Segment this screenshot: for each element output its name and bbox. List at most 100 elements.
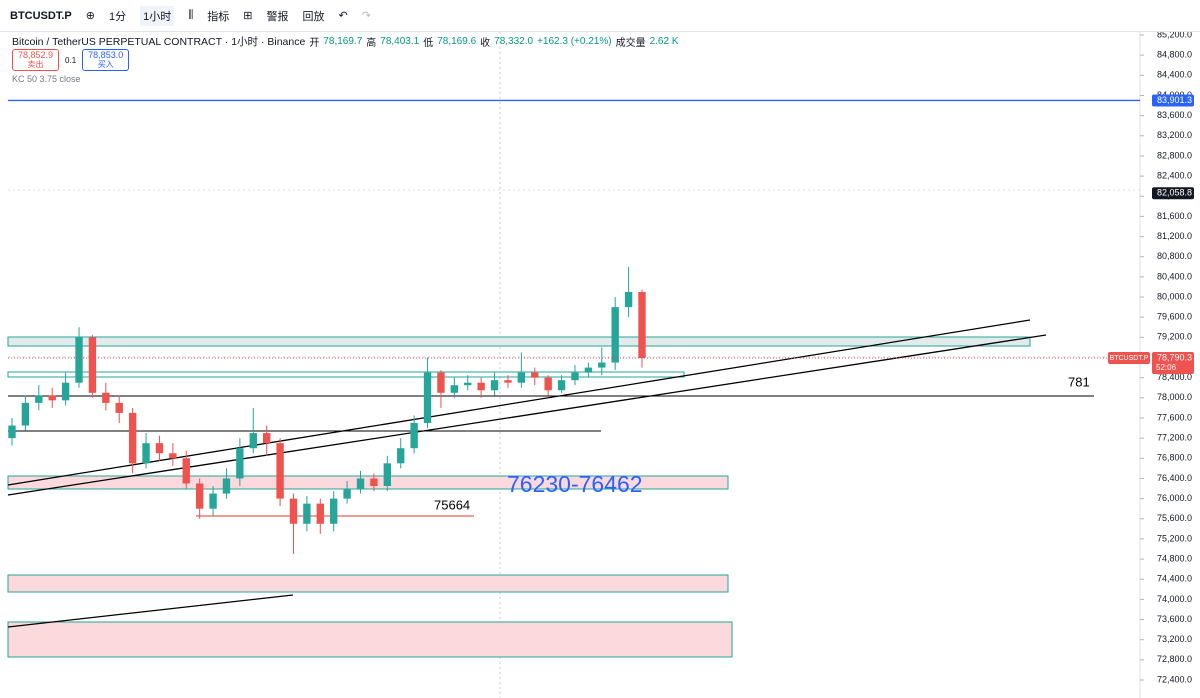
y-tick-label: 72,800.0 <box>1157 654 1192 664</box>
redo[interactable]: ↷ <box>361 10 371 22</box>
symbol-label: BTCUSDT.P <box>1110 355 1149 362</box>
candle-body <box>397 448 405 464</box>
y-tick-label: 82,400.0 <box>1157 170 1192 180</box>
price: 78,852.9 <box>18 50 54 60</box>
chart-type[interactable]: ⫼ <box>188 9 194 21</box>
candle-body <box>102 392 110 403</box>
y-tick-label: 75,600.0 <box>1157 513 1192 523</box>
y-tick-label: 76,800.0 <box>1157 453 1192 463</box>
candle-body <box>8 425 16 439</box>
price-label: 83,901.3 <box>1157 95 1192 105</box>
candle-body <box>557 380 566 391</box>
candle-body <box>517 372 526 383</box>
candle-body <box>571 372 579 381</box>
candle-body <box>531 372 539 378</box>
y-tick-label: 84,800.0 <box>1157 50 1192 60</box>
price-label-bg <box>1152 187 1194 200</box>
price: 78,853.0 <box>88 50 124 60</box>
sell-button[interactable]: 78,852.9 卖出 <box>12 49 60 71</box>
y-tick-label: 72,400.0 <box>1157 674 1192 684</box>
label: 开 <box>309 37 320 49</box>
candle-body <box>182 458 190 484</box>
candle-body <box>584 367 593 373</box>
zone <box>7 574 729 593</box>
y-tick-label: 76,400.0 <box>1157 473 1192 483</box>
zone <box>7 336 1031 347</box>
y-tick-label: 74,800.0 <box>1157 553 1192 563</box>
y-tick-label: 73,200.0 <box>1157 634 1192 644</box>
y-tick-label: 81,600.0 <box>1157 211 1192 221</box>
candle-body <box>504 380 512 383</box>
candle-body <box>437 372 445 393</box>
y-tick-label: 80,000.0 <box>1157 291 1192 301</box>
y-tick-label: 73,600.0 <box>1157 614 1192 624</box>
candle-body <box>450 385 459 393</box>
candle-body <box>370 478 378 487</box>
y-tick-label: 75,200.0 <box>1157 533 1192 543</box>
candle-body <box>48 395 56 401</box>
candle-body <box>356 478 365 489</box>
y-tick-label: 85,200.0 <box>1157 29 1192 39</box>
candle-body <box>21 402 30 426</box>
y-tick-label: 81,200.0 <box>1157 231 1192 241</box>
y-tick-label: 79,600.0 <box>1157 312 1192 322</box>
templates[interactable]: ⊞ <box>243 10 253 22</box>
candle-body <box>169 453 177 459</box>
trend-line <box>7 594 294 628</box>
y-tick-label: 79,200.0 <box>1157 332 1192 342</box>
add-symbol[interactable]: ⊕ <box>85 10 95 22</box>
candle-body <box>128 412 137 464</box>
candle-body <box>303 503 311 524</box>
trend-line <box>7 334 1047 496</box>
candle-body <box>61 382 70 401</box>
annotation: 76230-76462 <box>507 471 643 497</box>
y-tick-label: 80,400.0 <box>1157 271 1192 281</box>
y-tick-label: 83,200.0 <box>1157 130 1192 140</box>
replay[interactable]: 回放 <box>302 10 325 23</box>
price-label-bg <box>1152 94 1194 107</box>
buy-button[interactable]: 78,853.0 买入 <box>82 49 130 71</box>
candle-body <box>343 488 351 499</box>
interval[interactable]: 1分 <box>108 10 127 23</box>
value: 78,169.6 <box>437 35 477 47</box>
alerts[interactable]: 警报 <box>266 10 289 23</box>
candle-body <box>490 380 499 391</box>
candle-body <box>544 377 552 391</box>
candle-body <box>598 362 606 368</box>
candle-body <box>222 478 231 494</box>
y-tick-label: 80,800.0 <box>1157 251 1192 261</box>
y-tick-label: 83,600.0 <box>1157 110 1192 120</box>
change: +162.3 (+0.21%) <box>537 35 612 47</box>
candle-body <box>35 395 43 403</box>
candle-body <box>236 448 244 479</box>
candle-body <box>155 443 164 454</box>
price-label: 82,058.8 <box>1157 188 1192 198</box>
last-price: 78,790.3 <box>1157 352 1192 362</box>
y-tick-label: 77,200.0 <box>1157 433 1192 443</box>
candle-body <box>142 443 150 464</box>
y-tick-label: 84,400.0 <box>1157 70 1192 80</box>
y-tick-label: 76,000.0 <box>1157 493 1192 503</box>
annotation: 75664 <box>434 497 470 512</box>
candle-body <box>638 291 646 359</box>
candle-body <box>249 433 257 449</box>
y-tick-label: 77,600.0 <box>1157 412 1192 422</box>
y-tick-label: 82,800.0 <box>1157 150 1192 160</box>
interval[interactable]: 1小时 <box>140 5 175 26</box>
legend: Bitcoin / TetherUS PERPETUAL CONTRACT · … <box>12 34 679 86</box>
indicators[interactable]: 指标 <box>207 10 230 23</box>
annotation: 781 <box>1068 374 1090 389</box>
y-tick-label: 78,400.0 <box>1157 372 1192 382</box>
label: 高 <box>366 37 377 49</box>
symbol[interactable]: BTCUSDT.P <box>10 9 72 22</box>
candle-body <box>611 307 619 363</box>
legend-title: Bitcoin / TetherUS PERPETUAL CONTRACT · … <box>12 35 306 48</box>
y-tick-label: 74,400.0 <box>1157 574 1192 584</box>
candle-body <box>262 433 271 444</box>
undo[interactable]: ↶ <box>338 10 348 22</box>
indicator: KC 50 3.75 close <box>12 74 81 84</box>
candle-body <box>316 503 324 524</box>
zone <box>7 621 733 658</box>
value: 78,403.1 <box>380 35 420 47</box>
